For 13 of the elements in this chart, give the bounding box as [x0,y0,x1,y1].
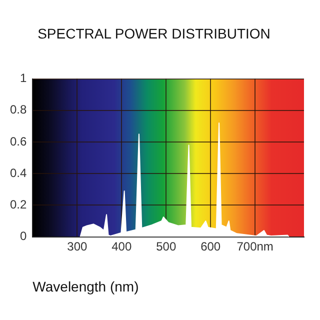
y-tick-label: 0.4 [10,166,27,180]
x-axis-title: Wavelength (nm) [32,278,139,294]
x-tick-label: 600 [200,239,221,254]
y-tick-label: 0.2 [10,198,27,212]
y-tick-label: 0.6 [10,134,27,148]
x-tick-label: 300 [67,239,88,254]
x-tick-label: 700nm [236,239,274,254]
x-tick-label: 500 [156,239,176,254]
y-tick-label: 0.8 [10,102,27,117]
y-tick-label: 0 [20,229,27,244]
x-tick-label: 400 [112,239,132,254]
y-tick-label: 1 [20,71,27,86]
chart-title: SPECTRAL POWER DISTRIBUTION [38,25,270,42]
